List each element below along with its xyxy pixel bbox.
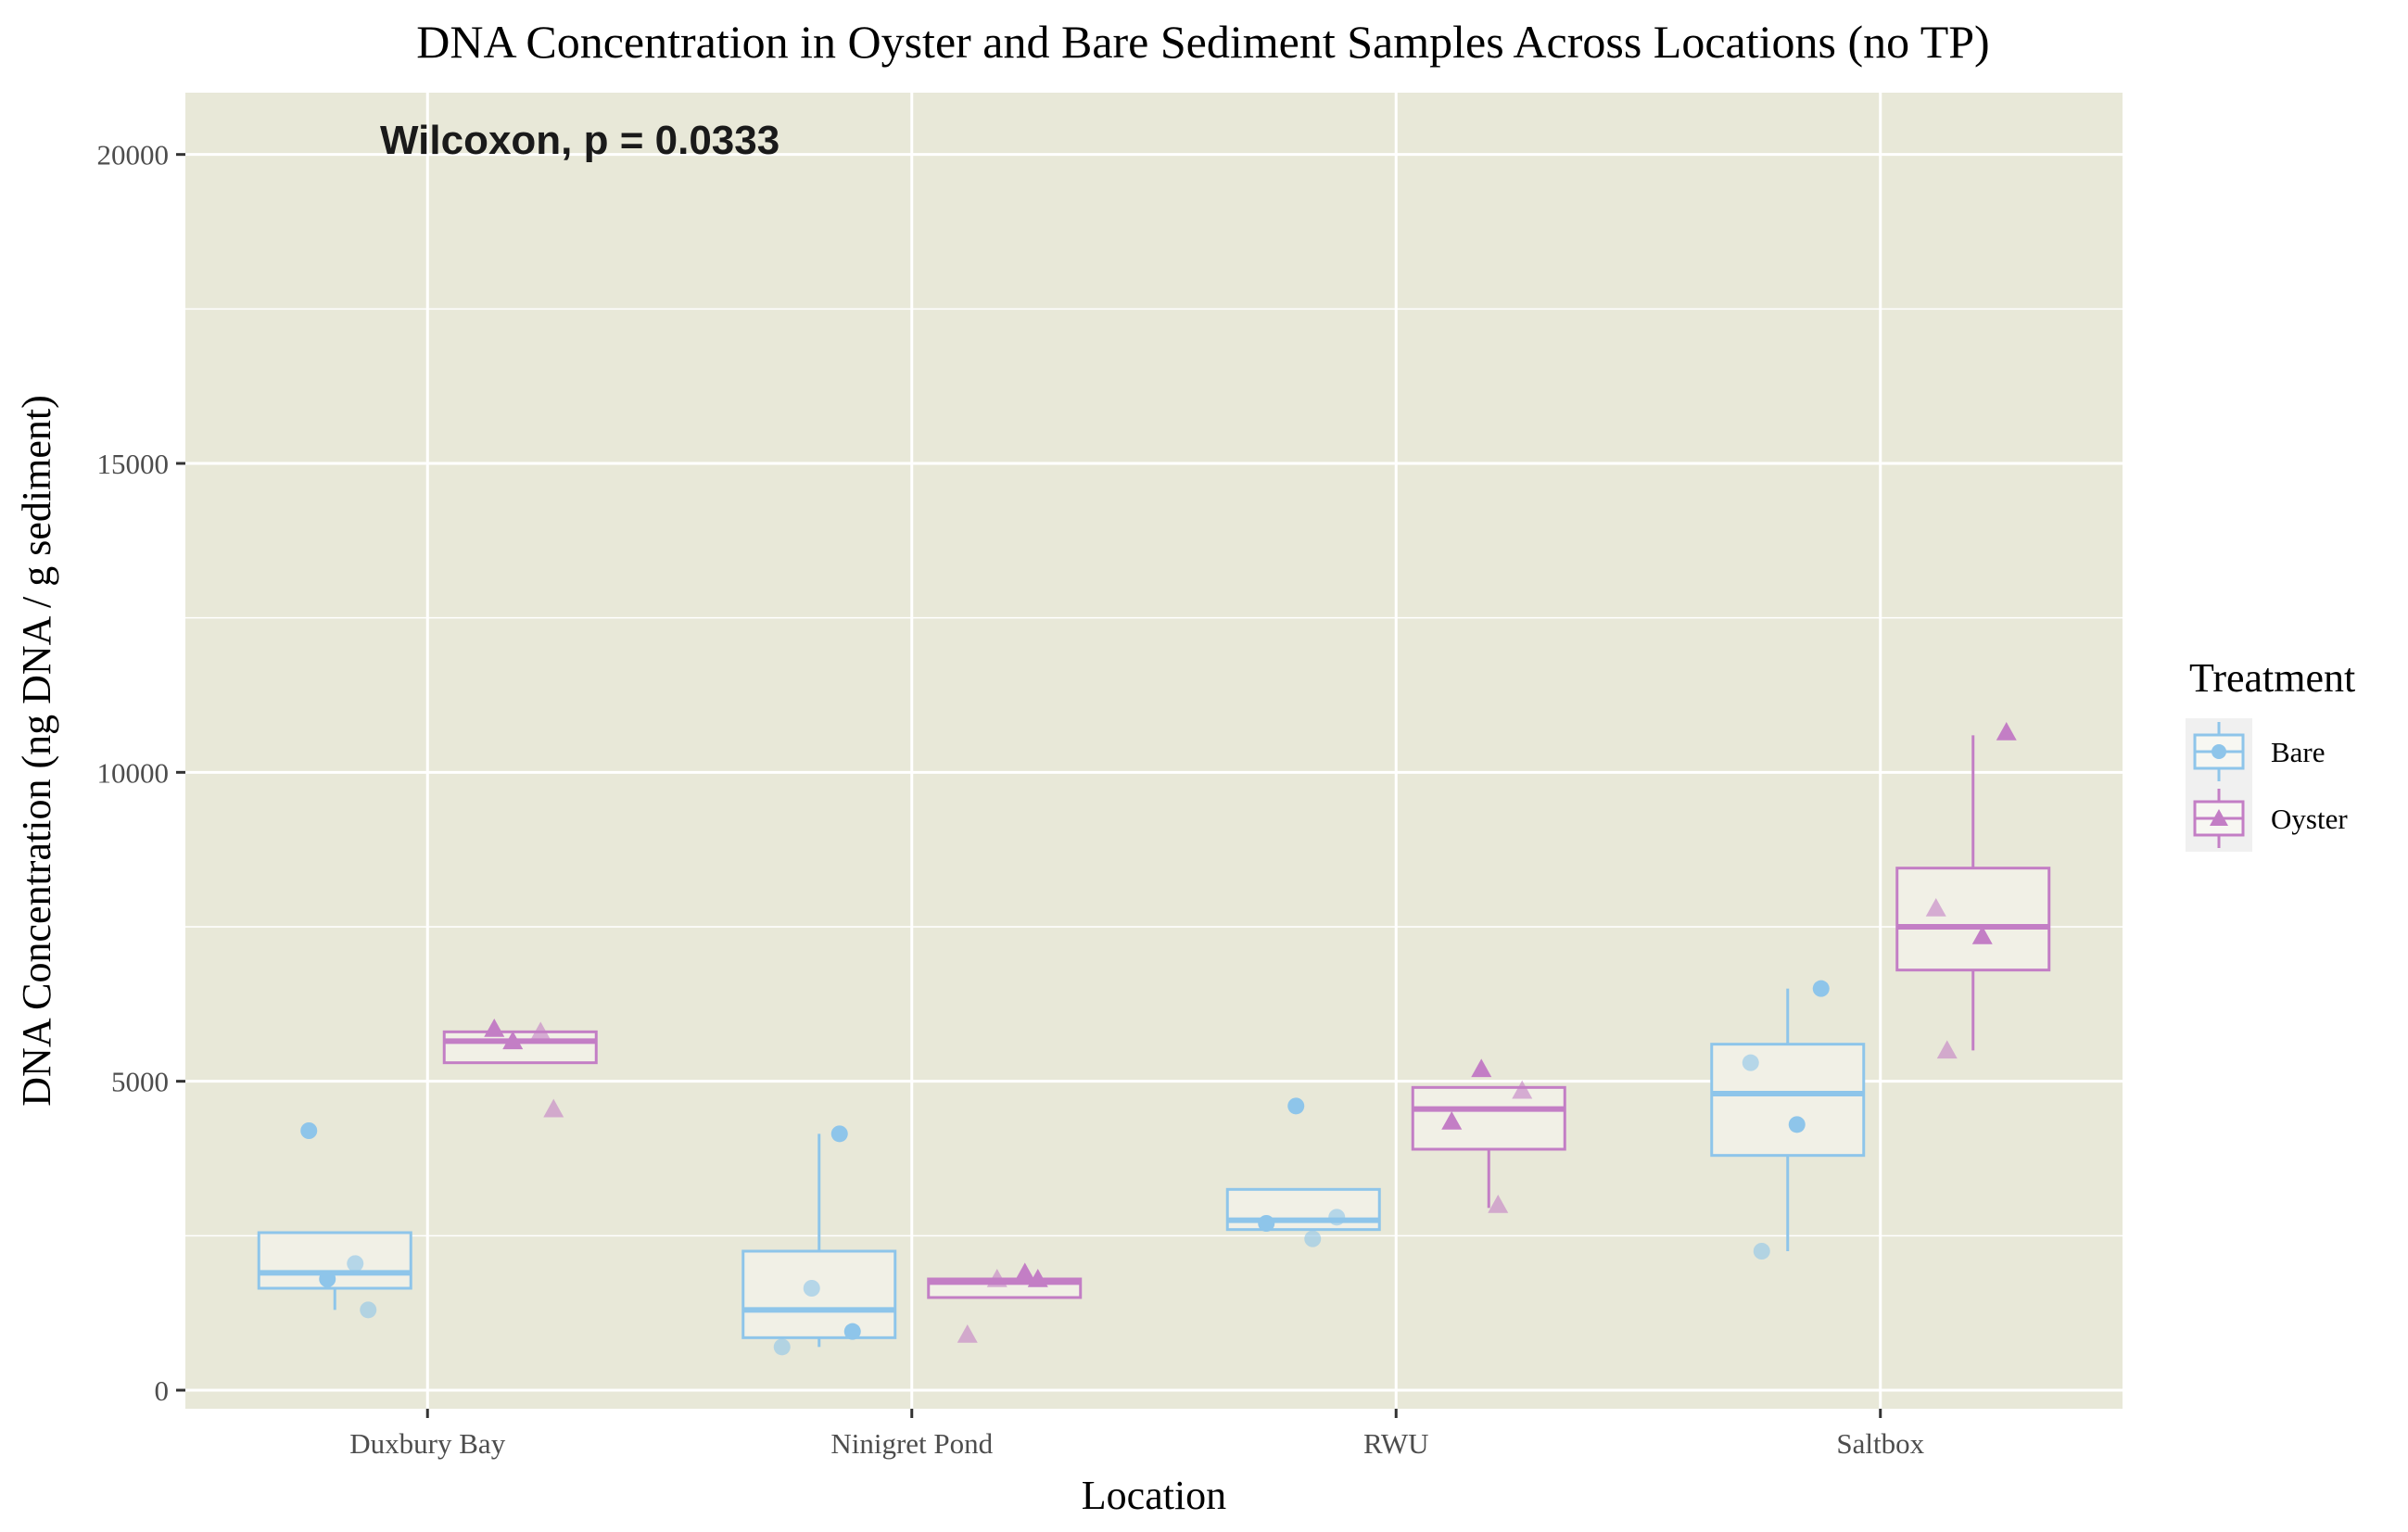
point-bare	[347, 1255, 364, 1272]
box-bare-3	[1710, 988, 1866, 1251]
point-bare	[1742, 1054, 1759, 1071]
legend-label: Bare	[2271, 736, 2326, 768]
point-oyster	[1441, 1111, 1463, 1130]
box-iqr	[1225, 1187, 1381, 1232]
y-axis-title: DNA Concentration (ng DNA / g sediment)	[14, 395, 59, 1106]
point-oyster	[1512, 1080, 1533, 1099]
legend-title: Treatment	[2189, 655, 2355, 701]
point-bare	[1304, 1230, 1322, 1247]
point-bare	[1328, 1209, 1346, 1226]
box-iqr	[741, 1249, 897, 1339]
legend-key-marker	[2210, 809, 2228, 826]
box-bare-1	[741, 1133, 897, 1348]
plot-panel	[185, 93, 2123, 1409]
x-axis-title: Location	[1082, 1473, 1226, 1518]
point-bare	[360, 1301, 377, 1319]
point-bare	[843, 1323, 861, 1340]
box-bare-2	[1225, 1187, 1381, 1232]
box-oyster-2	[1411, 1085, 1566, 1209]
point-oyster	[502, 1031, 524, 1050]
point-bare	[1258, 1215, 1275, 1232]
point-oyster	[1971, 926, 1993, 944]
x-axis: Duxbury Bay Ninigret Pond RWU Saltbox	[349, 1409, 1925, 1460]
grid	[185, 93, 2123, 1409]
point-bare	[1753, 1243, 1770, 1260]
y-tick-label: 15000	[97, 448, 170, 480]
legend-label: Oyster	[2271, 803, 2348, 835]
chart-title: DNA Concentration in Oyster and Bare Sed…	[416, 16, 1989, 68]
y-tick-label: 5000	[111, 1066, 169, 1098]
point-bare	[1287, 1097, 1305, 1115]
legend-item-bare: Bare	[2186, 718, 2326, 785]
point-oyster	[1488, 1195, 1509, 1213]
x-tick-label: Duxbury Bay	[349, 1427, 505, 1460]
box-oyster-1	[927, 1277, 1083, 1299]
y-tick-label: 20000	[97, 139, 170, 171]
x-tick-label: RWU	[1363, 1427, 1429, 1460]
box-oyster-3	[1895, 735, 2051, 1051]
point-bare	[1788, 1116, 1806, 1133]
stat-annotation: Wilcoxon, p = 0.0333	[380, 118, 779, 163]
y-tick-label: 0	[155, 1374, 170, 1407]
point-oyster	[1014, 1262, 1035, 1282]
point-oyster	[543, 1098, 564, 1118]
point-oyster	[1471, 1058, 1492, 1078]
point-oyster	[957, 1324, 978, 1343]
y-axis: 0 5000 10000 15000 20000	[97, 139, 185, 1407]
point-oyster	[1925, 898, 1946, 917]
point-bare	[803, 1280, 820, 1297]
point-oyster	[530, 1021, 551, 1041]
point-bare	[319, 1271, 336, 1287]
box-iqr	[1411, 1085, 1566, 1151]
y-tick-label: 10000	[97, 756, 170, 789]
legend-items: Bare Oyster	[2186, 718, 2348, 852]
point-bare	[773, 1338, 791, 1356]
point-oyster	[1996, 722, 2017, 741]
legend: Treatment Bare Oyster	[2186, 655, 2355, 852]
point-oyster	[484, 1019, 505, 1037]
x-tick-label: Saltbox	[1836, 1427, 1924, 1460]
legend-item-oyster: Oyster	[2186, 785, 2348, 852]
legend-key-marker	[2212, 744, 2226, 759]
point-oyster	[1936, 1040, 1958, 1059]
box-bare-0	[257, 1231, 412, 1310]
box-iqr	[1895, 867, 2051, 972]
point-bare	[300, 1122, 318, 1139]
point-bare	[1812, 980, 1830, 997]
point-oyster	[1027, 1269, 1048, 1287]
point-bare	[830, 1125, 848, 1143]
x-tick-label: Ninigret Pond	[830, 1427, 993, 1460]
data-points	[300, 722, 2017, 1356]
box-iqr	[1710, 1043, 1866, 1158]
point-oyster	[986, 1269, 1008, 1287]
